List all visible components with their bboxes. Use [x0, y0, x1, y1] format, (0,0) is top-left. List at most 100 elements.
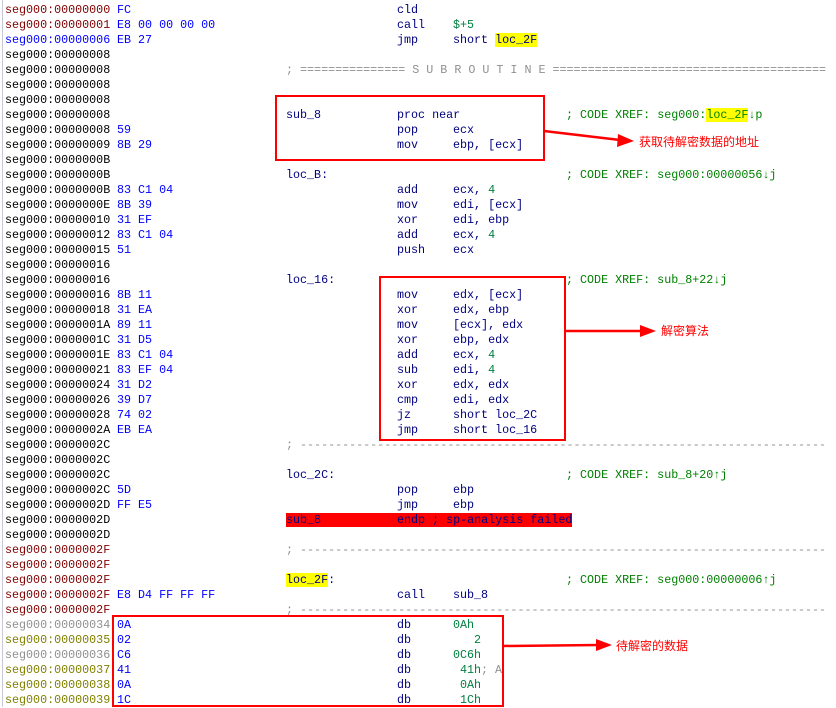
- address[interactable]: seg000:0000002D: [5, 528, 111, 542]
- listing-row[interactable]: seg000:0000000E 8B 39 mov edi, [ecx]: [0, 198, 836, 213]
- listing-row[interactable]: seg000:00000008 ; =============== S U B R…: [0, 63, 836, 78]
- address[interactable]: seg000:00000008: [5, 48, 111, 62]
- address[interactable]: seg000:0000001A: [5, 318, 111, 332]
- operands[interactable]: edx, edx: [453, 378, 510, 392]
- listing-row[interactable]: seg000:00000006 EB 27 jmp short loc_2F: [0, 33, 836, 48]
- operands[interactable]: ecx, 4: [453, 183, 496, 197]
- address[interactable]: seg000:0000002C: [5, 438, 111, 452]
- listing-row[interactable]: seg000:0000002C 5D pop ebp: [0, 483, 836, 498]
- listing-row[interactable]: seg000:00000016: [0, 258, 836, 273]
- operands[interactable]: edx, [ecx]: [453, 288, 524, 302]
- disassembly-listing[interactable]: seg000:00000000 FC cld seg000:00000001 E8 00…: [0, 3, 836, 708]
- code-label[interactable]: loc_2F:: [286, 573, 336, 587]
- listing-row[interactable]: seg000:00000021 83 EF 04 sub edi, 4: [0, 363, 836, 378]
- listing-row[interactable]: seg000:0000000B 83 C1 04 add ecx, 4: [0, 183, 836, 198]
- listing-row[interactable]: seg000:00000028 74 02 jz short loc_2C: [0, 408, 836, 423]
- listing-row[interactable]: seg000:00000008: [0, 48, 836, 63]
- listing-row[interactable]: seg000:00000036 C6 db 0C6h: [0, 648, 836, 663]
- listing-row[interactable]: seg000:00000038 0A db 0Ah: [0, 678, 836, 693]
- listing-row[interactable]: seg000:00000018 31 EA xor edx, ebp: [0, 303, 836, 318]
- listing-row[interactable]: seg000:00000008: [0, 78, 836, 93]
- listing-row[interactable]: seg000:00000000 FC cld: [0, 3, 836, 18]
- address[interactable]: seg000:00000015: [5, 243, 111, 257]
- operands[interactable]: edi, edx: [453, 393, 510, 407]
- address[interactable]: seg000:00000034: [5, 618, 111, 632]
- operands[interactable]: 0Ah: [453, 618, 475, 632]
- address[interactable]: seg000:0000002C: [5, 483, 111, 497]
- listing-row[interactable]: seg000:00000026 39 D7 cmp edi, edx: [0, 393, 836, 408]
- xref-comment[interactable]: ; CODE XREF: seg000:loc_2F↓p: [566, 108, 763, 122]
- operands[interactable]: edi, ebp: [453, 213, 510, 227]
- address[interactable]: seg000:0000000B: [5, 153, 111, 167]
- listing-row[interactable]: seg000:0000000B loc_B: ; CODE XREF: seg000…: [0, 168, 836, 183]
- address[interactable]: seg000:00000000: [5, 3, 111, 17]
- address[interactable]: seg000:00000008: [5, 78, 111, 92]
- listing-row[interactable]: seg000:0000002F E8 D4 FF FF FF call sub_8: [0, 588, 836, 603]
- address[interactable]: seg000:00000008: [5, 108, 111, 122]
- address[interactable]: seg000:00000018: [5, 303, 111, 317]
- listing-row[interactable]: seg000:0000001A 89 11 mov [ecx], edx: [0, 318, 836, 333]
- operands[interactable]: short loc_2C: [453, 408, 538, 422]
- address[interactable]: seg000:0000002C: [5, 453, 111, 467]
- code-label[interactable]: sub_8: [286, 513, 322, 527]
- listing-row[interactable]: seg000:00000035 02 db 2: [0, 633, 836, 648]
- listing-row[interactable]: seg000:00000012 83 C1 04 add ecx, 4: [0, 228, 836, 243]
- listing-row[interactable]: seg000:00000008 59 pop ecx: [0, 123, 836, 138]
- address[interactable]: seg000:00000024: [5, 378, 111, 392]
- operands[interactable]: short loc_2F: [453, 33, 538, 47]
- listing-row[interactable]: seg000:0000002A EB EA jmp short loc_16: [0, 423, 836, 438]
- operands[interactable]: $+5: [453, 18, 475, 32]
- address[interactable]: seg000:00000008: [5, 93, 111, 107]
- address[interactable]: seg000:0000002F: [5, 588, 111, 602]
- address[interactable]: seg000:0000002F: [5, 603, 111, 617]
- address[interactable]: seg000:00000036: [5, 648, 111, 662]
- address[interactable]: seg000:00000016: [5, 288, 111, 302]
- listing-row[interactable]: seg000:00000016 8B 11 mov edx, [ecx]: [0, 288, 836, 303]
- listing-row[interactable]: seg000:00000001 E8 00 00 00 00 call $+5: [0, 18, 836, 33]
- address[interactable]: seg000:0000000E: [5, 198, 111, 212]
- address[interactable]: seg000:00000038: [5, 678, 111, 692]
- address[interactable]: seg000:00000006: [5, 33, 111, 47]
- address[interactable]: seg000:00000028: [5, 408, 111, 422]
- listing-row[interactable]: seg000:0000001C 31 D5 xor ebp, edx: [0, 333, 836, 348]
- address[interactable]: seg000:0000002C: [5, 468, 111, 482]
- listing-row[interactable]: seg000:0000002F loc_2F: ; CODE XREF: seg00…: [0, 573, 836, 588]
- address[interactable]: seg000:0000001C: [5, 333, 111, 347]
- operands[interactable]: sub_8: [453, 588, 489, 602]
- code-label[interactable]: loc_B:: [286, 168, 329, 182]
- operands[interactable]: edx, ebp: [453, 303, 510, 317]
- address[interactable]: seg000:00000035: [5, 633, 111, 647]
- address[interactable]: seg000:0000000B: [5, 183, 111, 197]
- listing-row[interactable]: seg000:0000002C: [0, 453, 836, 468]
- address[interactable]: seg000:00000010: [5, 213, 111, 227]
- operands[interactable]: ebp: [453, 483, 475, 497]
- listing-row[interactable]: seg000:0000002D: [0, 528, 836, 543]
- listing-row[interactable]: seg000:00000016 loc_16: ; CODE XREF: sub_8…: [0, 273, 836, 288]
- listing-row[interactable]: seg000:0000002C loc_2C: ; CODE XREF: sub_8…: [0, 468, 836, 483]
- listing-row[interactable]: seg000:0000002D FF E5 jmp ebp: [0, 498, 836, 513]
- listing-row[interactable]: seg000:00000024 31 D2 xor edx, edx: [0, 378, 836, 393]
- operands[interactable]: short loc_16: [453, 423, 538, 437]
- operands[interactable]: 0C6h: [453, 648, 482, 662]
- address[interactable]: seg000:00000016: [5, 258, 111, 272]
- xref-comment[interactable]: ; CODE XREF: sub_8+20↑j: [566, 468, 728, 482]
- listing-row[interactable]: seg000:0000000B: [0, 153, 836, 168]
- address[interactable]: seg000:00000009: [5, 138, 111, 152]
- listing-row[interactable]: seg000:00000034 0A db 0Ah: [0, 618, 836, 633]
- operands[interactable]: 1Ch: [460, 693, 482, 707]
- address[interactable]: seg000:0000002A: [5, 423, 111, 437]
- listing-row[interactable]: seg000:0000002F ; -----------------------…: [0, 543, 836, 558]
- address[interactable]: seg000:00000016: [5, 273, 111, 287]
- operands[interactable]: 0Ah: [460, 678, 482, 692]
- listing-row[interactable]: seg000:00000009 8B 29 mov ebp, [ecx]: [0, 138, 836, 153]
- listing-row[interactable]: seg000:00000039 1C db 1Ch: [0, 693, 836, 708]
- address[interactable]: seg000:0000002F: [5, 573, 111, 587]
- address[interactable]: seg000:00000021: [5, 363, 111, 377]
- address[interactable]: seg000:00000039: [5, 693, 111, 707]
- operands[interactable]: ebp, edx: [453, 333, 510, 347]
- address[interactable]: seg000:00000012: [5, 228, 111, 242]
- xref-comment[interactable]: ; CODE XREF: sub_8+22↓j: [566, 273, 728, 287]
- address[interactable]: seg000:00000008: [5, 123, 111, 137]
- address[interactable]: seg000:00000037: [5, 663, 111, 677]
- code-label[interactable]: loc_2C:: [286, 468, 336, 482]
